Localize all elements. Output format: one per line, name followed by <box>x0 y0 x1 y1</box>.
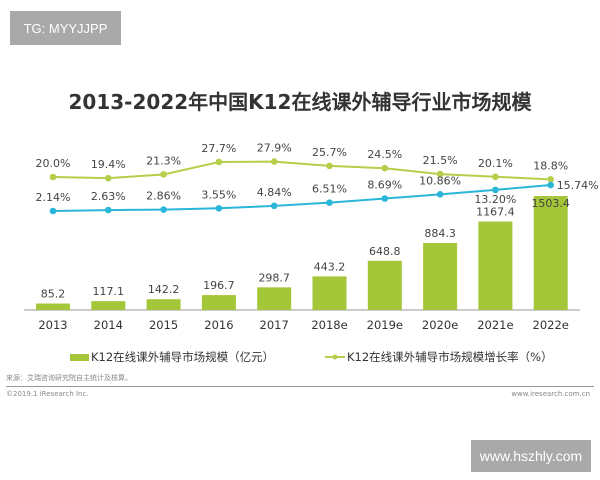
line-point <box>215 205 223 212</box>
line-point <box>49 173 57 181</box>
x-tick-label: 2016 <box>204 318 233 332</box>
line-point <box>270 202 278 210</box>
bar-data-label: 298.7 <box>258 271 290 284</box>
x-tick-label: 2017 <box>260 318 289 332</box>
line-point <box>105 174 112 182</box>
line-data-label: 13.20% <box>474 193 516 206</box>
line-point <box>381 195 389 202</box>
bar-data-label: 142.2 <box>148 283 180 296</box>
x-tick-label: 2019e <box>367 318 403 332</box>
legend-line: K12在线课外辅导市场规模增长率（%） <box>325 349 553 365</box>
x-tick-label: 2021e <box>477 318 513 332</box>
x-tick-label: 2015 <box>149 318 178 332</box>
line-point <box>160 171 167 178</box>
bar <box>423 242 458 310</box>
line-data-label: 10.86% <box>419 174 461 187</box>
growth-rate-line <box>52 160 551 181</box>
line-data-label: 2.14% <box>36 191 71 204</box>
legend-bars: K12在线课外辅导市场规模（亿元） <box>70 349 274 365</box>
bar <box>91 301 126 310</box>
line-data-label: 8.69% <box>367 178 402 191</box>
chart: 2013 85.2 2014 117.1 2015 142.2 2016 196.7 2017 2… <box>24 142 599 332</box>
copyright: ©2019.1 iResearch Inc. <box>6 390 89 398</box>
line-data-label: 27.9% <box>257 142 292 155</box>
line-point <box>105 206 112 214</box>
x-tick-label: 2020e <box>422 318 458 332</box>
line-data-label: 24.5% <box>367 148 402 161</box>
line-data-label: 4.84% <box>257 186 292 199</box>
bar-data-label: 1503.4 <box>531 197 570 210</box>
line-data-label: 3.55% <box>201 188 236 201</box>
bar <box>367 260 402 310</box>
bar <box>146 299 181 310</box>
bar <box>257 287 292 310</box>
line-point <box>547 181 554 189</box>
x-tick-label: 2018e <box>311 318 347 332</box>
divider <box>6 386 594 387</box>
x-tick-label: 2022e <box>533 318 569 332</box>
line-point <box>49 207 57 215</box>
line-data-label: 6.51% <box>312 183 347 196</box>
line-point <box>326 162 333 170</box>
line-point <box>270 158 278 165</box>
line-point <box>381 164 389 172</box>
line-data-label: 2.86% <box>146 190 181 203</box>
line-data-label: 25.7% <box>312 146 347 159</box>
line-data-label: 15.74% <box>557 179 599 192</box>
legend-bar-label: K12在线课外辅导市场规模（亿元） <box>91 350 275 364</box>
footer-url: www.iresearch.com.cn <box>511 390 590 398</box>
bar <box>201 295 236 310</box>
line-data-label: 2.63% <box>91 190 126 203</box>
line-data-label: 21.5% <box>423 154 458 167</box>
line-point <box>547 176 554 183</box>
x-tick-label: 2013 <box>38 318 67 332</box>
bar-data-label: 648.8 <box>369 245 401 258</box>
source-note: 来源：艾瑞咨询研究院自主统计及核算。 <box>6 374 132 382</box>
bar-data-label: 85.2 <box>41 288 66 301</box>
blue-line <box>52 184 551 212</box>
bar <box>36 303 70 310</box>
bar-data-label: 196.7 <box>203 279 235 292</box>
line-data-label: 18.8% <box>533 159 568 172</box>
legend-line-label: K12在线课外辅导市场规模增长率（%） <box>347 350 553 364</box>
line-point <box>436 191 444 198</box>
chart-title: 2013-2022年中国K12在线课外辅导行业市场规模 <box>68 90 532 114</box>
bar <box>312 276 347 310</box>
line-point <box>160 206 167 213</box>
watermark-bottom-right: www.hszhly.com <box>471 440 591 472</box>
bar <box>478 221 513 310</box>
line-data-label: 20.0% <box>36 157 71 170</box>
watermark-top-left: TG: MYYJJPP <box>10 11 121 45</box>
bar-data-label: 1167.4 <box>476 206 515 219</box>
line-data-label: 20.1% <box>478 157 513 170</box>
line-point <box>436 170 444 178</box>
bar <box>533 196 568 310</box>
bar-data-label: 884.3 <box>424 227 456 240</box>
line-point <box>492 173 499 181</box>
legend-line-swatch <box>325 354 345 360</box>
line-data-label: 27.7% <box>201 142 236 155</box>
x-tick-label: 2014 <box>94 318 123 332</box>
legend-bar-swatch <box>70 353 89 361</box>
bar-data-label: 443.2 <box>314 260 346 273</box>
line-point <box>326 199 333 206</box>
bar-data-label: 117.1 <box>93 285 125 298</box>
line-data-label: 21.3% <box>146 154 181 167</box>
line-data-label: 19.4% <box>91 158 126 171</box>
line-point <box>215 158 223 166</box>
line-point <box>492 186 499 194</box>
